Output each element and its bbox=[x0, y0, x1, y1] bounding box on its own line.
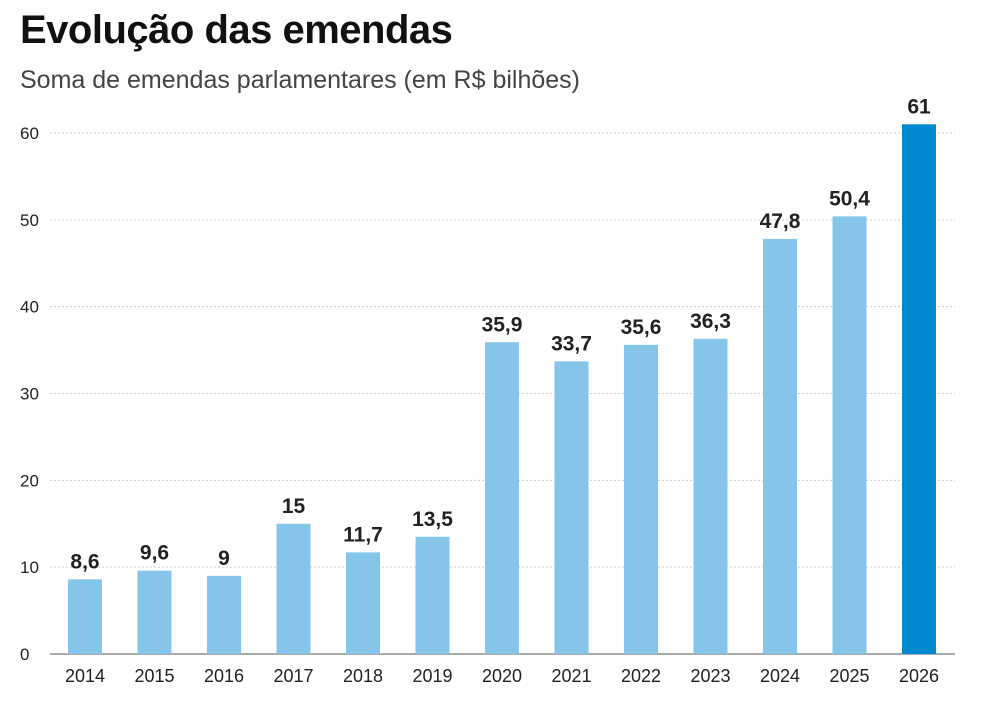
bar-2021 bbox=[554, 361, 589, 654]
bar-2014 bbox=[68, 579, 102, 654]
x-tick-label-2019: 2019 bbox=[412, 666, 452, 686]
data-label-2023: 36,3 bbox=[690, 310, 731, 333]
bar-2019 bbox=[415, 536, 450, 654]
y-tick-label: 50 bbox=[20, 211, 39, 230]
bar-2026 bbox=[902, 124, 936, 655]
bar-2024 bbox=[763, 238, 797, 655]
x-tick-label-2014: 2014 bbox=[65, 666, 105, 686]
x-tick-label-2015: 2015 bbox=[134, 666, 174, 686]
data-label-2019: 13,5 bbox=[412, 508, 453, 531]
x-tick-label-2025: 2025 bbox=[829, 666, 869, 686]
x-tick-label-2022: 2022 bbox=[621, 666, 661, 686]
data-label-2014: 8,6 bbox=[70, 550, 99, 573]
bar-2018 bbox=[346, 552, 380, 654]
x-tick-label-2018: 2018 bbox=[343, 666, 383, 686]
x-tick-label-2026: 2026 bbox=[899, 666, 939, 686]
bar-2023 bbox=[693, 338, 728, 654]
chart-subtitle: Soma de emendas parlamentares (em R$ bil… bbox=[20, 66, 580, 94]
data-label-2015: 9,6 bbox=[140, 542, 169, 565]
y-tick-label: 20 bbox=[20, 471, 39, 490]
bar-2022 bbox=[624, 344, 658, 654]
bar-2017 bbox=[276, 523, 311, 654]
data-label-2022: 35,6 bbox=[621, 316, 662, 339]
data-label-2017: 15 bbox=[282, 495, 306, 518]
data-label-2016: 9 bbox=[218, 547, 230, 570]
y-tick-label: 0 bbox=[20, 645, 29, 664]
data-label-2021: 33,7 bbox=[551, 332, 592, 355]
bar-2016 bbox=[207, 575, 241, 654]
x-tick-label-2017: 2017 bbox=[273, 666, 313, 686]
x-tick-label-2023: 2023 bbox=[690, 666, 730, 686]
y-tick-label: 10 bbox=[20, 558, 39, 577]
data-label-2024: 47,8 bbox=[760, 210, 801, 233]
data-label-2025: 50,4 bbox=[829, 187, 870, 210]
data-label-2018: 11,7 bbox=[343, 523, 383, 546]
x-tick-label-2020: 2020 bbox=[482, 666, 522, 686]
y-tick-label: 30 bbox=[20, 385, 39, 404]
bar-2025 bbox=[832, 216, 867, 655]
y-tick-label: 60 bbox=[20, 124, 39, 143]
chart-title: Evolução das emendas bbox=[20, 8, 453, 52]
data-label-2020: 35,9 bbox=[482, 313, 523, 336]
x-tick-label-2024: 2024 bbox=[760, 666, 800, 686]
y-tick-label: 40 bbox=[20, 298, 39, 317]
bar-2020 bbox=[485, 342, 519, 654]
data-label-2026: 61 bbox=[907, 95, 931, 118]
x-tick-label-2016: 2016 bbox=[204, 666, 244, 686]
x-tick-label-2021: 2021 bbox=[551, 666, 591, 686]
bar-2015 bbox=[137, 570, 172, 654]
